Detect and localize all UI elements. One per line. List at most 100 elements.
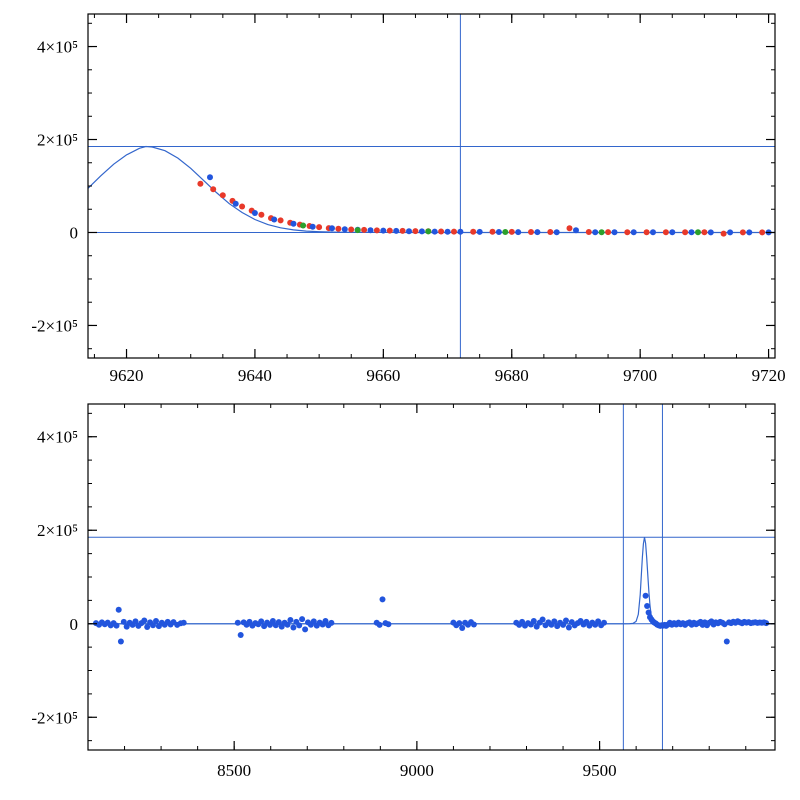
blue-points <box>144 624 151 630</box>
blue-points <box>132 618 139 625</box>
top-x-tick-label: 9680 <box>495 366 529 385</box>
blue-points <box>456 620 463 627</box>
green-points <box>354 227 361 234</box>
blue-points <box>234 619 241 626</box>
blue-points <box>117 638 124 645</box>
bottom-y-tick-label: 2×10⁵ <box>37 521 78 540</box>
blue-points <box>592 229 599 236</box>
red-points <box>277 217 284 224</box>
red-points <box>197 180 204 187</box>
red-points <box>605 229 612 236</box>
blue-points <box>287 617 294 623</box>
blue-points <box>113 622 120 629</box>
blue-points <box>290 624 297 631</box>
blue-points <box>153 618 159 624</box>
blue-points <box>302 626 309 633</box>
red-points <box>624 229 631 236</box>
top-y-tick-label: 4×10⁵ <box>37 38 78 57</box>
blue-points <box>669 229 676 236</box>
top-x-tick-label: 9720 <box>752 366 786 385</box>
blue-points <box>563 617 569 624</box>
blue-points <box>180 619 187 626</box>
blue-points <box>573 227 579 234</box>
red-points <box>489 228 496 235</box>
blue-points <box>296 622 303 629</box>
red-points <box>720 230 727 237</box>
red-points <box>348 226 355 233</box>
red-points <box>759 229 766 236</box>
top-y-tick-label: -2×10⁵ <box>31 316 78 335</box>
blue-points <box>539 616 546 623</box>
red-points <box>508 228 515 235</box>
blue-points <box>380 227 387 234</box>
blue-points <box>299 616 306 623</box>
blue-points <box>290 220 297 227</box>
blue-points <box>459 625 466 631</box>
top-y-tick-label: 2×10⁵ <box>37 131 78 150</box>
bottom-axes-frame <box>87 403 776 751</box>
bottom-x-tick-label: 8500 <box>217 761 251 780</box>
blue-points <box>495 229 502 235</box>
red-points <box>662 229 669 236</box>
blue-points <box>328 619 335 626</box>
blue-points <box>644 603 651 609</box>
blue-points <box>642 592 649 599</box>
green-points <box>300 222 307 229</box>
blue-points <box>115 606 122 613</box>
top-x-tick-label: 9660 <box>366 366 400 385</box>
blue-points <box>565 624 572 631</box>
red-points <box>373 227 380 234</box>
red-points <box>335 225 342 232</box>
blue-points <box>551 618 558 625</box>
bottom-x-tick-label: 9500 <box>583 761 617 780</box>
blue-points <box>150 622 156 629</box>
blue-points <box>688 229 695 236</box>
blue-points <box>379 596 386 603</box>
blue-points <box>284 621 291 628</box>
green-points <box>425 228 432 235</box>
red-points <box>528 229 534 235</box>
blue-points <box>269 618 276 624</box>
red-points <box>547 229 554 235</box>
top-axes-frame <box>87 13 776 359</box>
blue-points <box>329 225 335 232</box>
red-points <box>239 203 246 210</box>
blue-points <box>322 618 329 624</box>
red-points <box>566 225 573 232</box>
red-points <box>585 229 592 235</box>
blue-points <box>232 200 239 207</box>
blue-points <box>120 618 127 625</box>
green-points <box>598 229 605 236</box>
red-points <box>210 186 217 193</box>
top-panel-chart: 9620 9640 9660 9680 9700 9720 -2×10⁵ 0 2×10⁵ 4×10… <box>31 13 786 385</box>
blue-points <box>418 228 425 235</box>
top-x-tick-label: 9640 <box>238 366 272 385</box>
red-points <box>399 227 406 234</box>
top-x-tick-label: 9620 <box>110 366 144 385</box>
red-points <box>643 229 650 236</box>
red-points <box>361 226 368 233</box>
red-points <box>739 229 746 236</box>
blue-points <box>530 618 537 624</box>
blue-points <box>746 229 753 236</box>
blue-points <box>560 621 567 628</box>
blue-points <box>534 229 541 236</box>
bottom-x-tick-label: 9000 <box>400 761 434 780</box>
red-points <box>258 211 265 218</box>
red-points <box>438 228 445 235</box>
red-points <box>470 228 477 235</box>
bottom-y-tick-label: -2×10⁵ <box>31 708 78 727</box>
blue-points <box>141 617 148 624</box>
red-points <box>412 228 419 235</box>
red-points <box>386 227 393 234</box>
blue-points <box>601 619 607 626</box>
blue-points <box>341 226 348 233</box>
blue-points <box>723 638 730 645</box>
red-points <box>682 229 689 236</box>
blue-points <box>258 618 265 625</box>
blue-points <box>271 216 278 223</box>
blue-points <box>367 227 374 234</box>
model-light-curve <box>88 537 775 625</box>
blue-points <box>310 618 317 625</box>
green-points <box>502 229 509 235</box>
